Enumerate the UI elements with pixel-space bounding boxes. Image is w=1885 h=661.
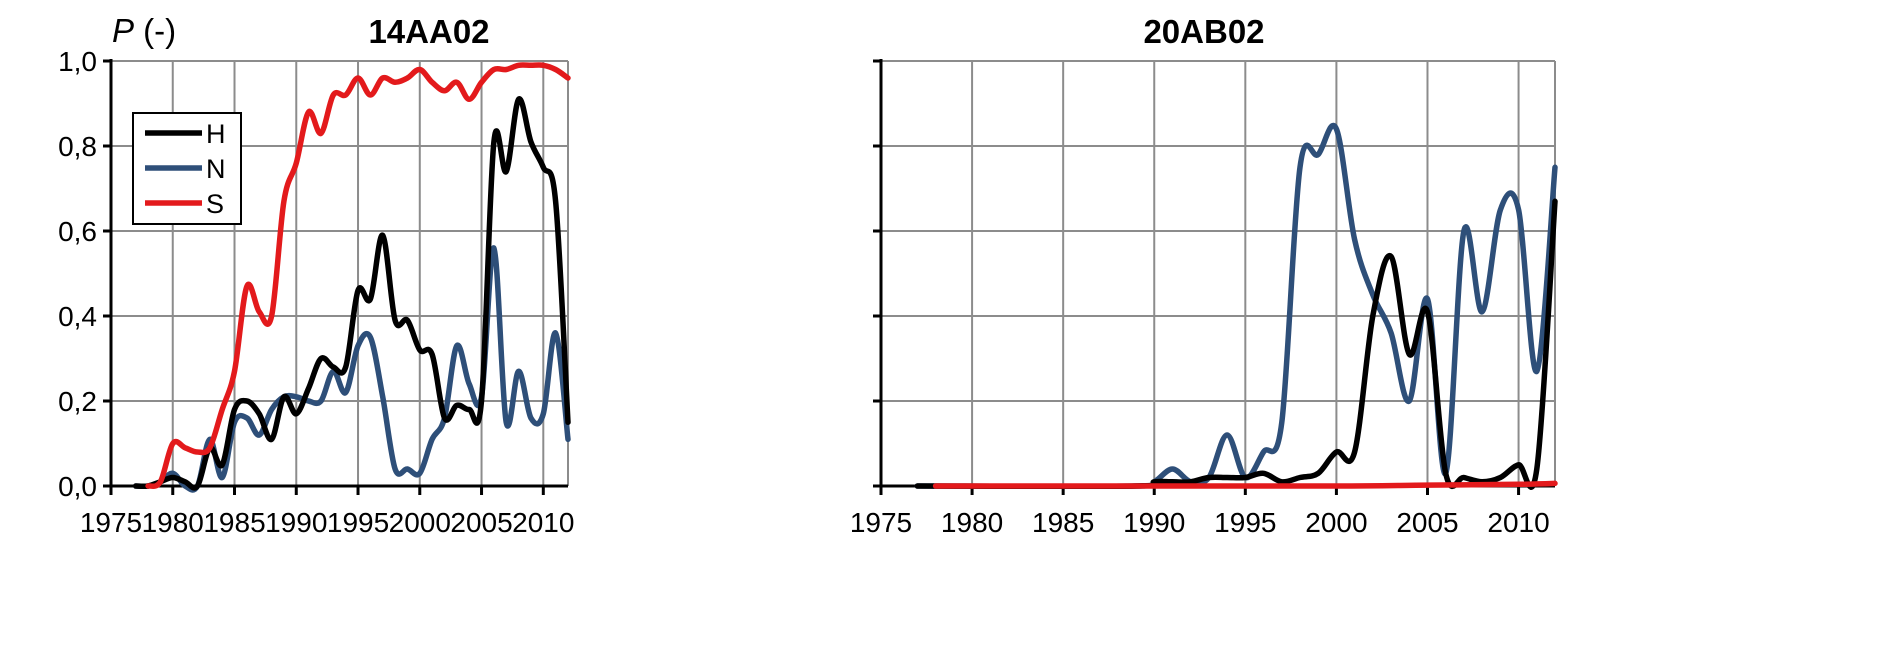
x-tick-label: 2010 [1487,507,1549,538]
x-tick-label: 1975 [850,507,912,538]
x-tick-label: 1980 [142,507,204,538]
legend-label-N: N [206,154,226,184]
y-tick-label: 1,0 [58,46,97,77]
panel-14AA02: 14AA02 0,0 0,2 0,4 0,6 0,8 1,0 1975 1980 1985 1990… [58,13,574,538]
chart-title: 20AB02 [1143,13,1264,50]
x-tick-label: 1990 [265,507,327,538]
y-tick-label: 0,4 [58,301,97,332]
series-line-S [145,62,571,490]
legend-label-H: H [206,119,226,149]
x-tick-label: 2005 [1396,507,1458,538]
legend: HNS [132,112,242,225]
series-line-H [132,96,571,491]
x-tick-label: 1975 [80,507,142,538]
x-tick-label: 1995 [327,507,389,538]
x-tick-label: 1980 [941,507,1003,538]
legend-label-S: S [206,189,224,219]
chart-title: 14AA02 [368,13,489,50]
y-tick-label: 0,0 [58,471,97,502]
y-tick-label: 0,2 [58,386,97,417]
y-tick-label: 0,6 [58,216,97,247]
x-tick-label: 1985 [203,507,265,538]
x-tick-label: 2005 [450,507,512,538]
y-tick-label: 0,8 [58,131,97,162]
series-line-N [914,123,1558,490]
x-tick-label: 2000 [389,507,451,538]
x-tick-label: 2000 [1305,507,1367,538]
series-line-H [914,198,1558,490]
x-tick-label: 2010 [512,507,574,538]
y-axis-label: P (-) [112,12,176,49]
x-tick-label: 1990 [1123,507,1185,538]
x-tick-label: 1985 [1032,507,1094,538]
series-line-S [932,480,1558,489]
panel-20AB02: 20AB02 1975 1980 1985 1990 1995 2000 2005 2010 [850,13,1558,538]
x-tick-label: 1995 [1214,507,1276,538]
